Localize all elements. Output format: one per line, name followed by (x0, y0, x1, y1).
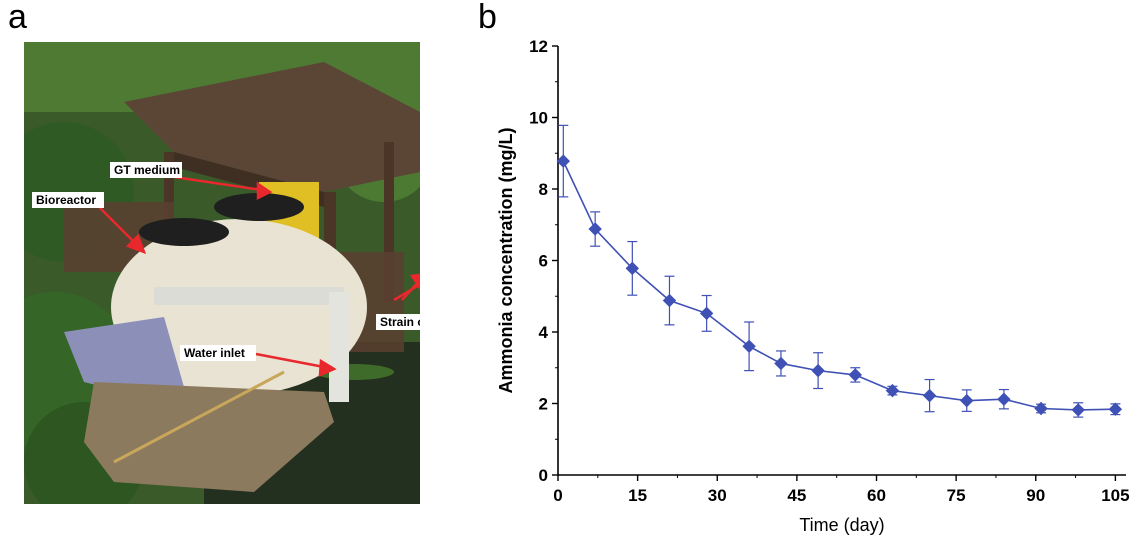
label-gt-medium: GT medium (114, 163, 180, 177)
arrowhead-water-inlet (318, 358, 337, 377)
y-axis-title: Ammonia concentration (mg/L) (496, 127, 516, 393)
data-point (699, 306, 714, 321)
data-point (1034, 401, 1048, 416)
arrowhead-bioreactor (125, 233, 147, 255)
data-point (960, 393, 974, 408)
label-bioreactor: Bioreactor (36, 193, 96, 207)
markers (556, 154, 1123, 417)
label-box-strain-outfall (376, 314, 420, 330)
data-point (997, 392, 1011, 406)
series-line-group (562, 160, 1116, 411)
pavilion-roof (124, 62, 420, 192)
deck (84, 382, 334, 492)
y-tick-label: 2 (539, 395, 548, 414)
x-tick-label: 15 (628, 486, 647, 505)
label-box-gt-medium (110, 162, 182, 178)
bioreactor-tank (111, 219, 367, 395)
panel-label-a: a (8, 0, 27, 36)
data-point (774, 356, 788, 371)
data-point (1108, 402, 1123, 416)
data-point (742, 339, 756, 354)
y-tick-label: 0 (539, 466, 548, 485)
tank-lid (139, 218, 229, 246)
label-strain-outfall: Strain outfall (380, 315, 420, 329)
x-tick-label: 0 (553, 486, 562, 505)
data-point (1071, 403, 1085, 417)
x-tick-label: 75 (947, 486, 966, 505)
x-tick-label: 30 (708, 486, 727, 505)
post (384, 142, 394, 302)
data-point (885, 383, 900, 398)
y-tick-label: 8 (539, 180, 548, 199)
arrowhead-strain-outfall (409, 273, 420, 291)
arrow-water-inlet (255, 352, 325, 369)
annotation-arrows (98, 175, 420, 377)
data-point (662, 293, 677, 308)
data-point (556, 154, 571, 168)
x-axis-title: Time (day) (799, 515, 884, 535)
x-tick-label: 90 (1026, 486, 1045, 505)
annotation-labels: GT medium Bioreactor Strain outfall Wate… (32, 162, 420, 361)
label-box-water-inlet (180, 345, 256, 361)
data-point (588, 222, 602, 236)
y-tick-label: 10 (529, 109, 548, 128)
y-tick-label: 6 (539, 252, 548, 271)
data-point (811, 363, 825, 378)
label-water-inlet: Water inlet (184, 346, 245, 360)
pipe-vertical (329, 292, 349, 402)
series-line (562, 160, 1116, 411)
panel-label-b: b (478, 0, 497, 36)
chart-axes: 0 2 4 6 8 10 12 0 15 30 45 60 75 90 105 (529, 37, 1129, 505)
x-tick-label: 105 (1101, 486, 1129, 505)
x-tick-label: 45 (787, 486, 806, 505)
tarp (64, 317, 184, 397)
data-point (922, 388, 937, 403)
bamboo-pole (113, 370, 285, 464)
y-tick-label: 12 (529, 37, 548, 56)
label-box-bioreactor (32, 192, 104, 208)
y-tick-label: 4 (539, 323, 549, 342)
tank-lid (214, 193, 304, 221)
arrowhead-gt-medium (256, 181, 273, 201)
pipe (154, 287, 344, 305)
field-photo: GT medium Bioreactor Strain outfall Wate… (24, 42, 420, 504)
arrow-gt-medium (173, 175, 263, 192)
x-tick-label: 60 (867, 486, 886, 505)
ammonia-chart: 0 2 4 6 8 10 12 0 15 30 45 60 75 90 105 Time (day) Amm… (496, 37, 1130, 535)
arrow-bioreactor (98, 206, 137, 245)
data-point (848, 368, 862, 382)
data-point (625, 261, 640, 276)
